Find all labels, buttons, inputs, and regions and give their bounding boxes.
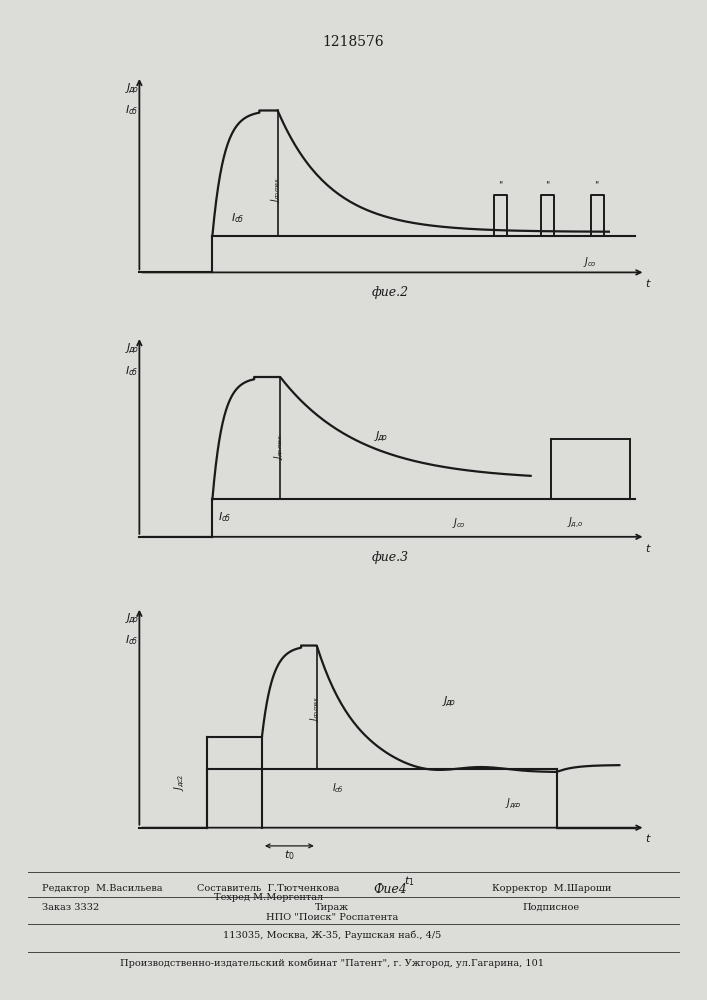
- Text: $J_{\!д\!о}$: $J_{\!д\!о}$: [442, 694, 456, 709]
- Text: $I_{с\!б}$: $I_{с\!б}$: [124, 633, 138, 647]
- Text: $J_{д\!с\!о}$: $J_{д\!с\!о}$: [505, 796, 521, 811]
- Text: фие.2: фие.2: [371, 286, 409, 299]
- Text: Тираж: Тираж: [315, 903, 349, 912]
- Text: Заказ 3332: Заказ 3332: [42, 903, 100, 912]
- Text: $I_{с\!б}$: $I_{с\!б}$: [124, 104, 138, 117]
- Text: '': '': [545, 181, 550, 190]
- Text: $t_1$: $t_1$: [404, 874, 414, 888]
- Text: $t$: $t$: [645, 277, 652, 289]
- Text: $J_{д\!с2}$: $J_{д\!с2}$: [173, 773, 187, 791]
- Text: $t$: $t$: [645, 832, 652, 844]
- Text: '': '': [595, 181, 600, 190]
- Text: $J_{\!д\!о}$: $J_{\!д\!о}$: [124, 81, 139, 96]
- Text: $J_{\!д\!о}$: $J_{\!д\!о}$: [124, 341, 139, 356]
- Text: НПО "Поиск" Роспатента: НПО "Поиск" Роспатента: [266, 913, 399, 922]
- Text: $J_{\!д\!о}$: $J_{\!д\!о}$: [374, 429, 388, 444]
- Text: Техред М.Моргентал: Техред М.Моргентал: [214, 893, 323, 902]
- Text: $J_{\!д\!о\,m\!ax}$: $J_{\!д\!о\,m\!ax}$: [270, 177, 282, 203]
- Text: Составитель  Г.Тютченкова: Составитель Г.Тютченкова: [197, 884, 340, 893]
- Text: фие.3: фие.3: [371, 551, 409, 564]
- Text: 113035, Москва, Ж-35, Раушская наб., 4/5: 113035, Москва, Ж-35, Раушская наб., 4/5: [223, 930, 441, 940]
- Text: $I_{с\!б}$: $I_{с\!б}$: [332, 781, 344, 795]
- Text: $I_{с\!б}$: $I_{с\!б}$: [218, 510, 230, 524]
- Text: 1218576: 1218576: [322, 35, 385, 49]
- Text: Корректор  М.Шароши: Корректор М.Шароши: [492, 884, 611, 893]
- Text: $J_{\!д\!о\,m\!ax}$: $J_{\!д\!о\,m\!ax}$: [272, 433, 285, 460]
- Text: Производственно-издательский комбинат "Патент", г. Ужгород, ул.Гагарина, 101: Производственно-издательский комбинат "П…: [120, 958, 544, 968]
- Text: $I_{с\!б}$: $I_{с\!б}$: [230, 211, 243, 225]
- Text: $J_{с\!о}$: $J_{с\!о}$: [452, 516, 465, 530]
- Text: Подписное: Подписное: [523, 903, 580, 912]
- Text: $J_{с\!о}$: $J_{с\!о}$: [583, 255, 596, 269]
- Text: Фие4: Фие4: [373, 883, 407, 896]
- Text: $J_{\!д,\!о}$: $J_{\!д,\!о}$: [567, 516, 583, 530]
- Text: $J_{\!д\!о}$: $J_{\!д\!о}$: [124, 611, 139, 626]
- Text: $I_{с\!б}$: $I_{с\!б}$: [124, 364, 138, 378]
- Text: $t$: $t$: [645, 542, 652, 554]
- Text: Редактор  М.Васильева: Редактор М.Васильева: [42, 884, 163, 893]
- Text: '': '': [498, 181, 503, 190]
- Text: $J_{\!д\!о\,m\!ax}$: $J_{\!д\!о\,m\!ax}$: [309, 696, 322, 722]
- Text: $t_0$: $t_0$: [284, 848, 294, 862]
